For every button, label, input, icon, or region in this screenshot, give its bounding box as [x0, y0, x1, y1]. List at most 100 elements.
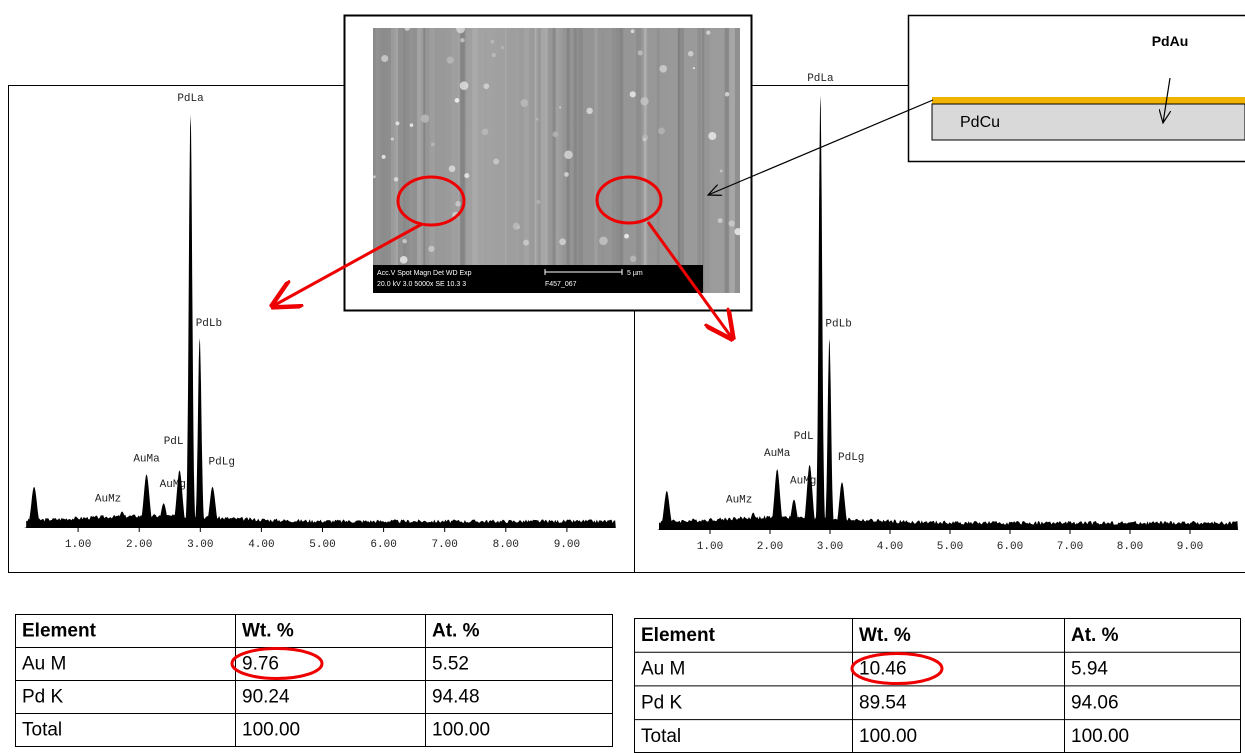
texture — [534, 28, 537, 293]
arrow — [646, 221, 732, 338]
table-cell: 10.46 — [859, 659, 907, 680]
texture — [734, 28, 739, 293]
particle — [536, 199, 541, 205]
texture — [554, 28, 556, 293]
texture — [556, 28, 563, 293]
peak-label: AuMz — [95, 493, 121, 505]
x-tick-label: 6.00 — [997, 541, 1023, 553]
particle — [448, 165, 456, 173]
texture — [538, 28, 543, 293]
table-cell: 94.48 — [432, 687, 480, 708]
texture — [429, 28, 435, 293]
highlight — [230, 647, 324, 680]
particle — [523, 239, 530, 246]
texture — [594, 28, 598, 293]
x-tick-label: 2.00 — [757, 541, 783, 553]
table-header: Wt. % — [859, 625, 911, 646]
table-cell: 100.00 — [242, 720, 300, 741]
peak — [742, 512, 764, 530]
sem-caption: 20.0 kV 3.0 5000x SE 10.3 3 — [377, 281, 466, 288]
particle — [483, 83, 490, 90]
particle — [708, 131, 717, 141]
texture — [523, 28, 527, 293]
texture — [403, 28, 405, 293]
particle — [559, 106, 562, 109]
particle — [395, 121, 400, 126]
texture — [614, 28, 616, 293]
texture — [472, 28, 478, 293]
texture — [643, 28, 647, 293]
texture — [375, 28, 379, 293]
particle — [500, 46, 504, 50]
particle — [687, 50, 694, 57]
particle — [624, 233, 629, 239]
peak — [656, 490, 678, 530]
particle — [599, 236, 608, 246]
table-cell: 100.00 — [859, 726, 917, 747]
peak — [192, 338, 207, 528]
arrow — [273, 222, 423, 306]
table-header: At. % — [1071, 625, 1119, 646]
texture — [615, 28, 622, 293]
texture — [621, 28, 624, 293]
peak-label: PdLb — [196, 318, 222, 330]
texture — [391, 28, 396, 293]
texture — [728, 28, 735, 293]
texture — [612, 28, 615, 293]
texture — [376, 28, 382, 293]
particle — [734, 227, 740, 236]
peak-label: AuMg — [160, 479, 186, 491]
texture — [423, 28, 426, 293]
peak-label: PdLb — [825, 319, 851, 331]
texture — [402, 28, 409, 293]
texture — [540, 28, 547, 293]
particle — [724, 92, 730, 97]
table-header: At. % — [432, 621, 480, 642]
table-cell: 89.54 — [859, 692, 907, 713]
x-tick-label: 7.00 — [1057, 541, 1083, 553]
table-cell: 9.76 — [242, 654, 279, 675]
particle — [456, 28, 466, 34]
particle — [481, 128, 489, 136]
table-cell: 5.94 — [1071, 659, 1108, 680]
particle — [640, 97, 649, 106]
peak-label: PdL — [164, 436, 184, 448]
particle — [409, 123, 414, 127]
texture — [541, 28, 549, 293]
texture — [391, 28, 399, 293]
texture — [417, 28, 424, 293]
schematic: PdAu PdCu — [907, 14, 1245, 163]
peak — [168, 470, 191, 528]
particle — [717, 218, 723, 224]
texture — [451, 28, 456, 293]
peak-label: AuMg — [790, 476, 816, 488]
texture — [677, 28, 680, 293]
texture — [566, 28, 570, 293]
x-tick-label: 2.00 — [126, 539, 152, 551]
particle — [420, 114, 430, 123]
peak-label: PdLg — [209, 457, 235, 469]
particle — [586, 107, 593, 115]
particle — [719, 169, 723, 173]
texture — [524, 28, 530, 293]
table-cell: 5.52 — [432, 654, 469, 675]
texture — [459, 28, 465, 293]
peak — [783, 499, 805, 530]
particle — [402, 238, 407, 244]
table-header: Element — [22, 621, 97, 642]
table-cell: 100.00 — [432, 720, 490, 741]
texture — [578, 28, 583, 293]
particle — [658, 127, 665, 135]
texture — [636, 28, 641, 293]
scale-bar-label: 5 µm — [627, 270, 643, 277]
table-cell: Pd K — [641, 692, 683, 713]
peak — [23, 486, 46, 528]
particle — [373, 175, 376, 179]
texture — [534, 28, 537, 293]
particle — [464, 173, 470, 179]
texture — [554, 28, 559, 293]
texture — [515, 28, 518, 293]
particle — [430, 142, 435, 147]
table-cell: Au M — [641, 659, 685, 680]
texture — [552, 28, 558, 293]
